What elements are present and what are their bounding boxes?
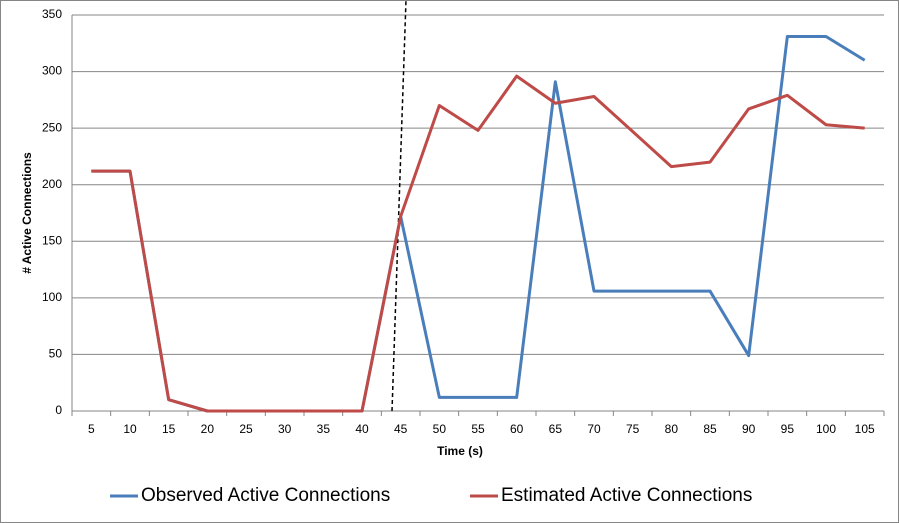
x-tick-label: 85 — [703, 422, 717, 436]
x-tick-label: 65 — [549, 422, 563, 436]
y-tick-label: 50 — [49, 347, 63, 361]
x-tick-label: 10 — [123, 422, 137, 436]
x-tick-label: 35 — [317, 422, 331, 436]
x-tick-label: 40 — [355, 422, 369, 436]
x-tick-label: 70 — [587, 422, 601, 436]
y-tick-label: 150 — [42, 233, 62, 247]
y-tick-label: 0 — [55, 403, 62, 417]
x-tick-label: 50 — [433, 422, 447, 436]
x-tick-label: 45 — [394, 422, 408, 436]
x-tick-label: 100 — [816, 422, 836, 436]
x-tick-label: 105 — [855, 422, 875, 436]
y-tick-label: 350 — [42, 7, 62, 21]
x-axis-label: Time (s) — [437, 444, 483, 458]
x-tick-label: 95 — [781, 422, 795, 436]
y-axis-label: # Active Connections — [20, 152, 34, 274]
x-tick-label: 20 — [201, 422, 215, 436]
x-tick-label: 15 — [162, 422, 176, 436]
x-tick-label: 5 — [88, 422, 95, 436]
x-tick-label: 55 — [471, 422, 485, 436]
series-line — [91, 74, 865, 413]
divider-line — [391, 0, 407, 412]
legend-label: Estimated Active Connections — [501, 485, 752, 506]
x-tick-label: 80 — [665, 422, 679, 436]
x-tick-label: 75 — [626, 422, 640, 436]
x-tick-label: 30 — [278, 422, 292, 436]
x-tick-label: 90 — [742, 422, 756, 436]
y-tick-label: 250 — [42, 120, 62, 134]
y-tick-label: 300 — [42, 64, 62, 78]
y-tick-label: 200 — [42, 177, 62, 191]
x-tick-label: 25 — [239, 422, 253, 436]
x-tick-label: 60 — [510, 422, 524, 436]
y-tick-label: 100 — [42, 290, 62, 304]
legend-label: Observed Active Connections — [141, 485, 390, 506]
